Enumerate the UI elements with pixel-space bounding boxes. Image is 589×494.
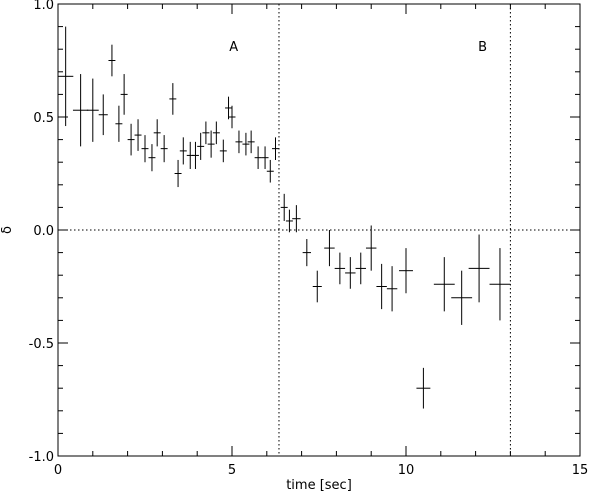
data-point bbox=[225, 96, 232, 120]
x-axis-label: time [sec] bbox=[286, 478, 352, 493]
x-tick-label: 15 bbox=[572, 463, 589, 478]
data-point bbox=[174, 159, 182, 188]
data-point bbox=[115, 105, 123, 142]
data-point bbox=[334, 252, 346, 285]
data-point bbox=[197, 132, 205, 160]
data-point bbox=[266, 159, 274, 183]
data-point bbox=[261, 146, 269, 169]
data-point bbox=[160, 135, 168, 163]
region-label-b: B bbox=[478, 40, 487, 55]
data-point bbox=[365, 225, 377, 271]
reference-lines bbox=[58, 4, 580, 456]
data-points bbox=[58, 26, 511, 409]
y-axis-ticks: -1.0 -0.5 0.0 0.5 1.0 bbox=[29, 0, 580, 465]
data-point bbox=[141, 135, 149, 163]
data-point bbox=[153, 119, 161, 147]
data-point bbox=[127, 123, 135, 156]
data-point bbox=[148, 144, 156, 172]
data-point bbox=[386, 266, 398, 312]
data-point bbox=[254, 146, 262, 169]
x-tick-label: 10 bbox=[398, 463, 415, 478]
data-point bbox=[72, 74, 89, 147]
y-tick-label: -1.0 bbox=[29, 450, 54, 465]
y-tick-label: 1.0 bbox=[33, 0, 54, 13]
data-point bbox=[355, 252, 366, 285]
data-point bbox=[285, 209, 293, 233]
data-point bbox=[219, 139, 227, 163]
data-point bbox=[312, 270, 322, 303]
region-label-a: A bbox=[229, 40, 238, 55]
data-point bbox=[468, 234, 490, 303]
x-tick-label: 5 bbox=[228, 463, 236, 478]
data-point bbox=[451, 270, 473, 325]
data-point bbox=[179, 137, 187, 165]
x-axis-ticks: 0 5 10 15 bbox=[54, 4, 588, 478]
data-point bbox=[272, 137, 279, 160]
y-axis-label: δ bbox=[0, 226, 15, 234]
data-point bbox=[489, 248, 511, 321]
x-tick-label: 0 bbox=[54, 463, 62, 478]
data-point bbox=[324, 230, 335, 267]
data-point bbox=[376, 263, 387, 310]
data-point bbox=[191, 141, 199, 169]
data-point bbox=[235, 130, 243, 154]
data-point bbox=[247, 130, 255, 154]
data-point bbox=[108, 44, 116, 77]
data-point bbox=[86, 78, 99, 142]
data-point bbox=[345, 257, 356, 289]
data-point bbox=[302, 239, 311, 267]
data-point bbox=[169, 83, 177, 115]
y-tick-label: -0.5 bbox=[29, 337, 54, 352]
data-point bbox=[416, 367, 431, 409]
data-point bbox=[212, 121, 220, 145]
data-point bbox=[433, 257, 455, 312]
data-point bbox=[292, 205, 301, 233]
y-tick-label: 0.5 bbox=[33, 111, 54, 126]
data-point bbox=[120, 74, 128, 115]
data-point bbox=[228, 105, 236, 129]
data-point bbox=[280, 193, 288, 221]
data-point bbox=[202, 121, 210, 145]
data-point bbox=[58, 26, 74, 127]
data-point bbox=[207, 130, 215, 158]
data-point bbox=[134, 119, 142, 151]
data-point bbox=[242, 132, 250, 156]
data-point bbox=[399, 248, 413, 294]
y-tick-label: 0.0 bbox=[33, 224, 54, 239]
data-point bbox=[98, 94, 108, 136]
